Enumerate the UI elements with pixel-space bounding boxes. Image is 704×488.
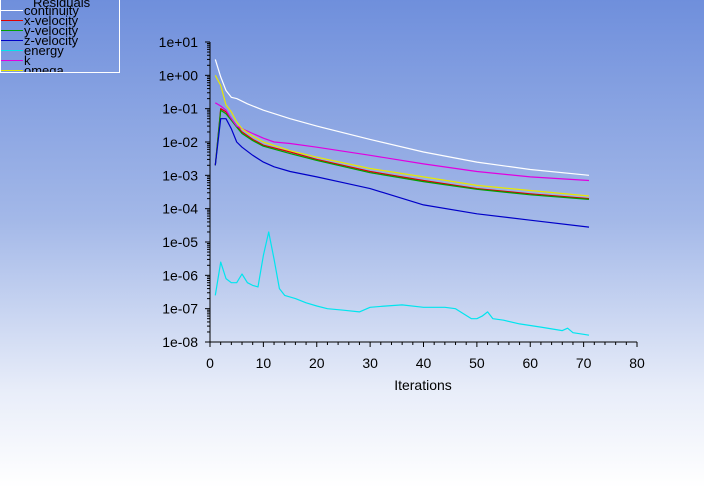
legend-label: omega bbox=[24, 63, 64, 73]
x-tick-label: 20 bbox=[309, 355, 325, 371]
y-tick-label: 1e-04 bbox=[162, 201, 198, 217]
series-line-continuity bbox=[214, 59, 590, 176]
legend-item-y-velocity: y-velocity bbox=[1, 23, 119, 38]
legend: Residuals continuity x-velocity y-velocity… bbox=[0, 0, 120, 73]
legend-item-k: k bbox=[1, 53, 119, 68]
y-tick-label: 1e-06 bbox=[162, 267, 198, 283]
series-line-y-velocity bbox=[214, 109, 590, 200]
y-tick-label: 1e-05 bbox=[162, 234, 198, 250]
x-tick-label: 10 bbox=[256, 355, 272, 371]
legend-swatch bbox=[1, 50, 23, 51]
legend-label: z-velocity bbox=[24, 33, 79, 48]
x-tick-label: 70 bbox=[576, 355, 592, 371]
y-tick-label: 1e+00 bbox=[159, 67, 199, 83]
legend-label: continuity bbox=[24, 3, 79, 18]
legend-label: energy bbox=[24, 43, 64, 58]
series-line-k bbox=[214, 102, 590, 182]
legend-swatch bbox=[1, 60, 23, 61]
x-tick-label: 40 bbox=[416, 355, 432, 371]
series-line-omega bbox=[214, 75, 590, 197]
legend-item-z-velocity: z-velocity bbox=[1, 33, 119, 48]
y-tick-label: 1e+01 bbox=[159, 34, 199, 50]
legend-swatch bbox=[1, 70, 23, 71]
legend-label: y-velocity bbox=[24, 23, 79, 38]
x-tick-label: 0 bbox=[206, 355, 214, 371]
legend-swatch bbox=[1, 20, 23, 21]
x-axis-label: Iterations bbox=[394, 377, 452, 393]
series-line-energy bbox=[214, 231, 590, 336]
legend-label: x-velocity bbox=[24, 13, 79, 28]
legend-swatch bbox=[1, 40, 23, 41]
legend-item-energy: energy bbox=[1, 43, 119, 58]
x-tick-label: 80 bbox=[629, 355, 645, 371]
y-tick-label: 1e-02 bbox=[162, 134, 198, 150]
series-line-z-velocity bbox=[214, 118, 590, 228]
x-tick-label: 50 bbox=[469, 355, 485, 371]
plot-axes: 0 10 20 30 40 50 60 70 80 1e+01 1e+00 1e-01 1e-02 1e-… bbox=[159, 34, 645, 371]
legend-item-omega: omega bbox=[1, 63, 119, 73]
plot-series-lines bbox=[214, 59, 590, 336]
x-tick-label: 60 bbox=[522, 355, 538, 371]
x-tick-label: 30 bbox=[362, 355, 378, 371]
y-tick-label: 1e-08 bbox=[162, 334, 198, 350]
legend-item-x-velocity: x-velocity bbox=[1, 13, 119, 28]
legend-swatch bbox=[1, 30, 23, 31]
series-line-x-velocity bbox=[214, 108, 590, 200]
legend-title: Residuals bbox=[33, 0, 91, 10]
y-tick-label: 1e-03 bbox=[162, 167, 198, 183]
y-tick-label: 1e-01 bbox=[162, 101, 198, 117]
y-tick-label: 1e-07 bbox=[162, 301, 198, 317]
legend-item-continuity: continuity bbox=[1, 3, 119, 18]
legend-label: k bbox=[24, 53, 31, 68]
legend-swatch bbox=[1, 10, 23, 11]
